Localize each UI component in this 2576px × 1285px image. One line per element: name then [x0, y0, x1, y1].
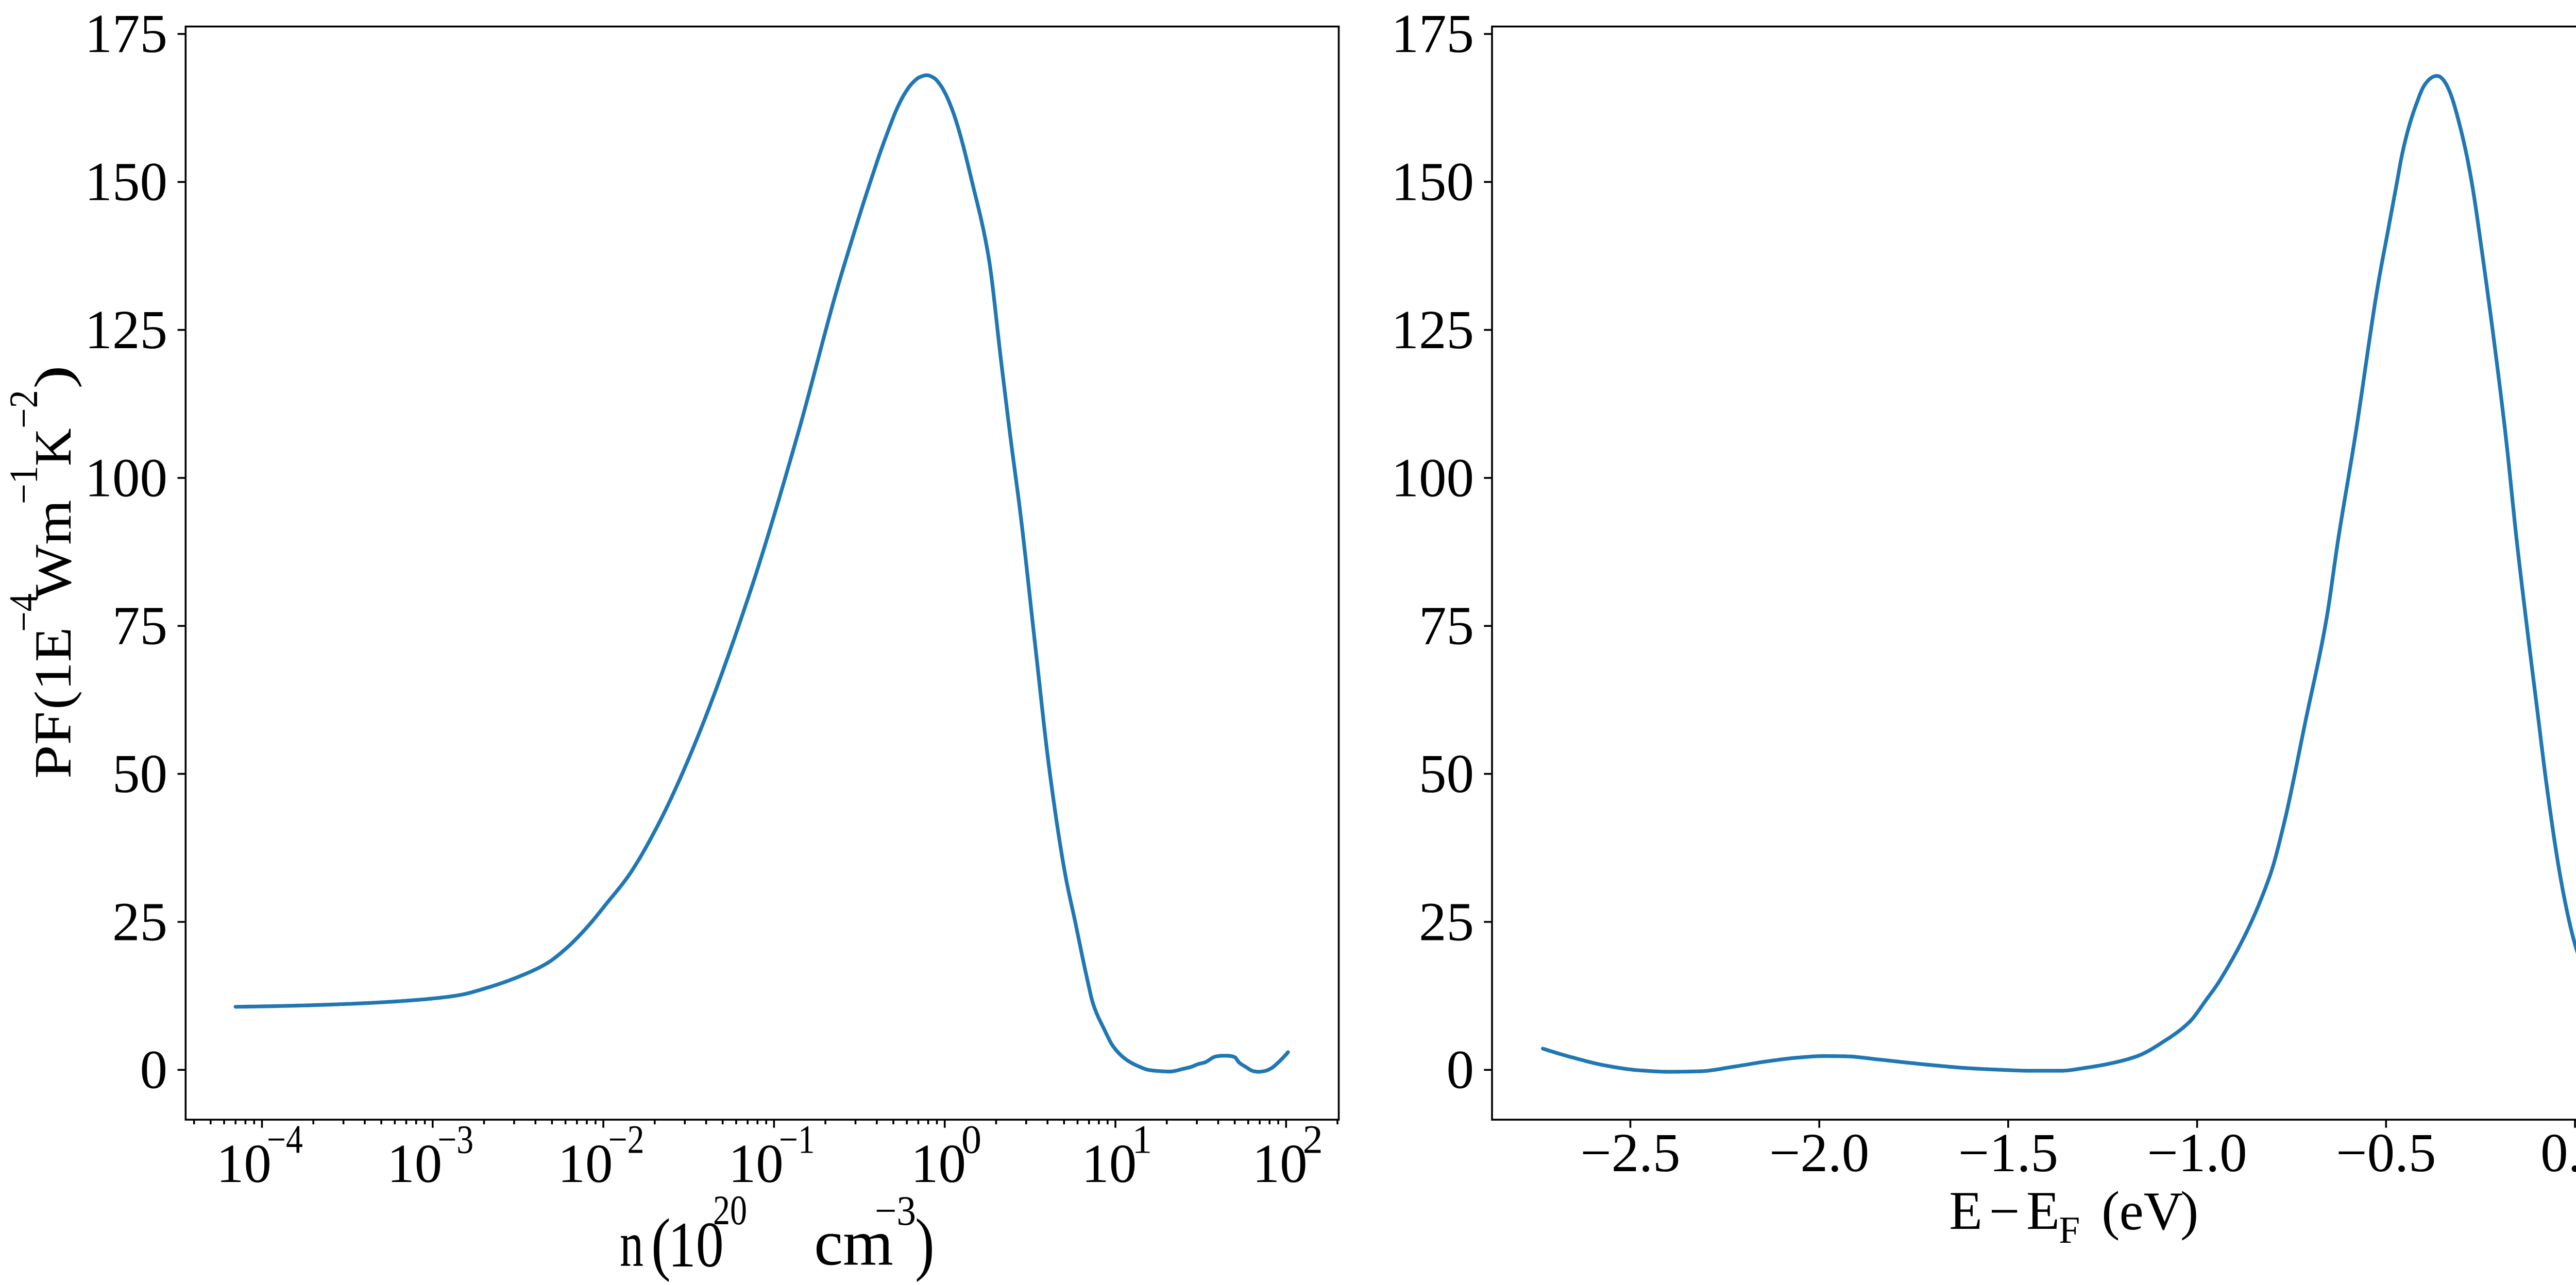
- svg-text:10: 10: [1252, 1134, 1308, 1194]
- svg-text:): ): [915, 1205, 935, 1282]
- svg-text:−1: −1: [2, 466, 46, 504]
- svg-text:eV: eV: [2120, 1181, 2183, 1241]
- svg-text:−1.0: −1.0: [2147, 1123, 2247, 1184]
- svg-text:−2: −2: [2, 390, 46, 429]
- svg-text:75: 75: [112, 596, 167, 657]
- svg-text:−4: −4: [267, 1117, 303, 1162]
- svg-text:E: E: [2026, 1180, 2060, 1241]
- svg-text:100: 100: [85, 448, 168, 508]
- svg-text:−: −: [1989, 1181, 2020, 1241]
- svg-text:1: 1: [1132, 1117, 1152, 1162]
- svg-text:75: 75: [1419, 596, 1474, 657]
- svg-text:0: 0: [961, 1117, 981, 1162]
- svg-text:): ): [2180, 1180, 2198, 1241]
- svg-text:10: 10: [558, 1134, 613, 1194]
- svg-text:150: 150: [1392, 152, 1475, 213]
- svg-text:PF: PF: [24, 711, 82, 779]
- svg-text:−4: −4: [2, 593, 46, 632]
- svg-text:K: K: [24, 428, 82, 466]
- svg-text:150: 150: [85, 152, 168, 213]
- svg-text:10: 10: [1081, 1134, 1137, 1194]
- svg-text:125: 125: [1392, 300, 1475, 361]
- svg-text:−0.5: −0.5: [2336, 1123, 2436, 1184]
- svg-text:0: 0: [1447, 1040, 1475, 1101]
- svg-text:cm: cm: [814, 1207, 893, 1279]
- svg-text:n: n: [620, 1209, 643, 1280]
- svg-text:175: 175: [1392, 4, 1475, 64]
- svg-text:10: 10: [216, 1134, 272, 1194]
- svg-text:10: 10: [728, 1134, 784, 1194]
- svg-text:−2.5: −2.5: [1580, 1123, 1680, 1184]
- svg-text:−2.0: −2.0: [1769, 1123, 1869, 1184]
- svg-text:25: 25: [112, 892, 167, 952]
- svg-text:0: 0: [140, 1040, 168, 1101]
- svg-text:(1E: (1E: [24, 627, 82, 710]
- svg-text:175: 175: [85, 4, 168, 64]
- svg-text:−2: −2: [608, 1117, 645, 1162]
- svg-text:125: 125: [85, 300, 168, 361]
- svg-text:2: 2: [1303, 1117, 1323, 1162]
- svg-text:(: (: [2102, 1180, 2120, 1241]
- svg-text:10: 10: [668, 1209, 724, 1281]
- svg-text:−3: −3: [875, 1187, 916, 1234]
- svg-text:25: 25: [1419, 892, 1474, 952]
- svg-text:F: F: [2059, 1209, 2080, 1252]
- svg-text:50: 50: [1419, 744, 1474, 804]
- svg-text:10: 10: [911, 1134, 966, 1194]
- svg-text:10: 10: [387, 1134, 442, 1194]
- svg-text:Wm: Wm: [24, 500, 82, 599]
- svg-text:−1: −1: [779, 1117, 815, 1162]
- svg-text:): ): [24, 365, 82, 389]
- svg-text:100: 100: [1392, 448, 1475, 508]
- svg-text:−3: −3: [437, 1117, 473, 1162]
- svg-text:0.0: 0.0: [2540, 1123, 2576, 1184]
- svg-text:(: (: [651, 1205, 671, 1282]
- svg-text:20: 20: [713, 1187, 747, 1233]
- svg-text:E: E: [1949, 1180, 1982, 1241]
- svg-text:50: 50: [112, 744, 167, 804]
- svg-text:−1.5: −1.5: [1958, 1123, 2058, 1184]
